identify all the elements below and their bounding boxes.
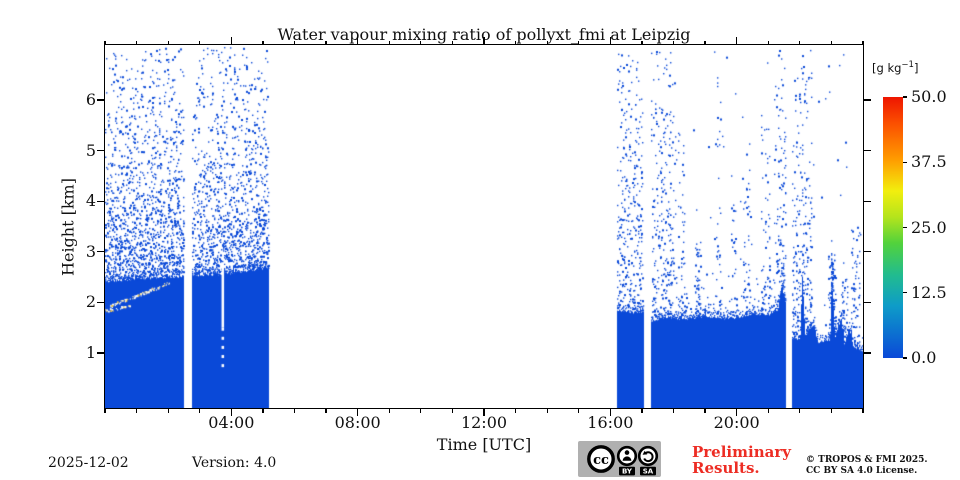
by-person-head bbox=[624, 450, 630, 455]
colorbar-unit-prefix: [g kg bbox=[872, 60, 902, 75]
x-tick-label: 16:00 bbox=[587, 413, 634, 432]
plot-data-area bbox=[105, 45, 863, 408]
cc-icon bbox=[587, 445, 615, 473]
sa-tag-text: SA bbox=[643, 468, 654, 476]
x-tick-label: 12:00 bbox=[460, 413, 508, 432]
colorbar-tick-label: 12.5 bbox=[911, 282, 947, 302]
colorbar-unit-suffix: ] bbox=[913, 60, 919, 75]
sa-tag bbox=[640, 466, 656, 476]
copyright-line-1: © TROPOS & FMI 2025. bbox=[806, 455, 928, 465]
x-axis-label: Time [UTC] bbox=[436, 435, 532, 454]
by-person-body bbox=[622, 456, 632, 461]
cc-by-sa-badge: cc BY SA bbox=[578, 441, 661, 477]
preliminary-line-1: Preliminary bbox=[692, 443, 791, 461]
colorbar bbox=[883, 97, 903, 358]
copyright-notice: © TROPOS & FMI 2025. CC BY SA 4.0 Licens… bbox=[806, 455, 928, 476]
plot-title: Water vapour mixing ratio of pollyxt_fmi… bbox=[277, 25, 691, 44]
version-label: Version: 4.0 bbox=[192, 455, 277, 471]
sa-share-alike-icon bbox=[637, 445, 659, 467]
preliminary-line-2: Results. bbox=[692, 458, 760, 477]
y-tick-label: 1 bbox=[85, 343, 96, 362]
y-tick-label: 2 bbox=[85, 292, 96, 312]
y-tick-label: 4 bbox=[85, 191, 96, 211]
cc-icon-text: cc bbox=[593, 453, 609, 468]
x-tick-label: 20:00 bbox=[713, 413, 760, 432]
copyright-line-2: CC BY SA 4.0 License. bbox=[806, 465, 918, 476]
colorbar-tick-label: 50.0 bbox=[911, 87, 947, 106]
by-tag bbox=[619, 466, 635, 476]
measurement-date: 2025-12-02 bbox=[48, 455, 129, 471]
x-tick-label: 04:00 bbox=[208, 413, 255, 432]
by-person-icon bbox=[616, 445, 638, 467]
colorbar-tick-label: 25.0 bbox=[911, 217, 947, 237]
sa-arrow bbox=[643, 451, 654, 463]
colorbar-unit-label: [g kg−1] bbox=[872, 60, 918, 75]
by-tag-text: BY bbox=[622, 468, 633, 476]
x-tick-label: 08:00 bbox=[334, 413, 381, 432]
colorbar-tick-label: 0.0 bbox=[911, 348, 937, 367]
preliminary-results-notice: Preliminary Results. bbox=[692, 443, 791, 477]
colorbar-unit-exponent: −1 bbox=[901, 60, 914, 70]
sa-arrowhead bbox=[642, 450, 648, 455]
colorbar-tick-label: 37.5 bbox=[911, 152, 947, 172]
y-tick-label: 5 bbox=[85, 140, 96, 160]
y-tick-label: 3 bbox=[85, 241, 96, 261]
y-tick-label: 6 bbox=[85, 90, 96, 109]
